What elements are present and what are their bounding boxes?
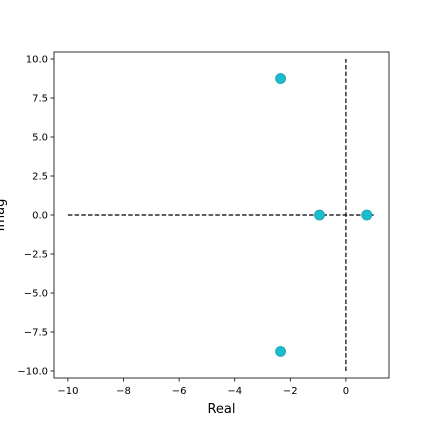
data-point bbox=[275, 73, 286, 84]
x-axis-label: Real bbox=[207, 402, 235, 417]
data-points bbox=[275, 73, 373, 357]
x-tick-label: −6 bbox=[172, 386, 187, 397]
y-tick-label: −5.0 bbox=[24, 288, 48, 299]
x-tick-label: −4 bbox=[227, 386, 242, 397]
y-axis-label: Imag bbox=[0, 199, 8, 232]
data-point bbox=[275, 346, 286, 357]
y-axis-ticks: 10.0 7.5 5.0 2.5 0.0 −2.5 −5.0 −7.5 −10.0 bbox=[17, 55, 54, 377]
y-tick-label: 5.0 bbox=[32, 133, 48, 144]
y-tick-label: −10.0 bbox=[17, 366, 48, 377]
y-tick-label: 2.5 bbox=[32, 172, 48, 183]
data-point bbox=[314, 209, 325, 221]
x-axis-ticks: −10 −8 −6 −4 −2 0 bbox=[57, 378, 349, 397]
y-tick-label: 7.5 bbox=[32, 94, 48, 105]
y-tick-label: −7.5 bbox=[24, 327, 48, 338]
x-tick-label: 0 bbox=[343, 386, 349, 397]
data-point bbox=[361, 209, 373, 221]
y-tick-label: 10.0 bbox=[26, 55, 48, 66]
x-tick-label: −10 bbox=[57, 386, 78, 397]
y-tick-label: 0.0 bbox=[32, 211, 48, 222]
x-tick-label: −2 bbox=[283, 386, 298, 397]
x-tick-label: −8 bbox=[116, 386, 131, 397]
reference-lines bbox=[67, 59, 374, 371]
y-tick-label: −2.5 bbox=[24, 249, 48, 260]
